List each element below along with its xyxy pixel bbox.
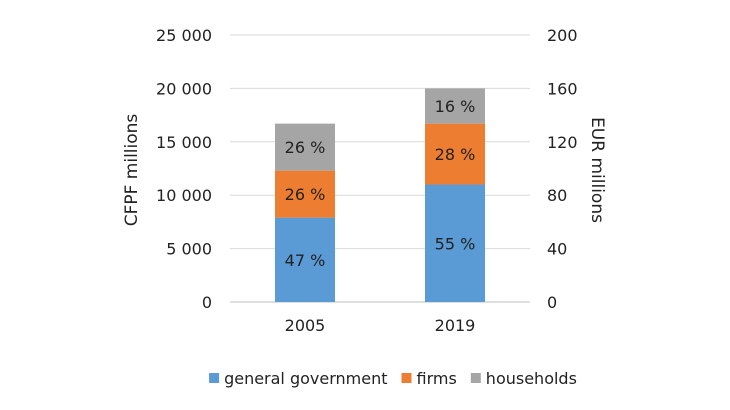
bar-segment-households-2019 [425,88,485,124]
x-tick-label: 2019 [435,316,476,335]
legend-label: firms [417,369,457,388]
data-label: 16 % [435,97,476,116]
x-axis-ticks: 2005 2019 [285,316,476,335]
legend-label: general government [224,369,387,388]
y-tick-label: 20 000 [156,79,212,98]
y2-axis-label: EUR millions [587,117,607,223]
bar-segment-firms-2019 [425,123,485,185]
y-tick-label: 0 [202,293,212,312]
y-tick-label: 15 000 [156,133,212,152]
y-axis-ticks: 0 5 000 10 000 15 000 20 000 25 000 [156,26,212,312]
y2-axis-ticks: 0 40 80 120 160 200 [547,26,578,312]
y2-tick-label: 120 [547,133,578,152]
legend-swatch-firms [401,373,412,383]
bars: 47 % 26 % 26 % 55 % 28 % 16 % [275,88,485,302]
y-axis-label: CFPF millions [122,114,142,227]
y-tick-label: 5 000 [166,240,212,259]
y2-tick-label: 200 [547,26,578,45]
y2-tick-label: 160 [547,79,578,98]
y2-tick-label: 80 [547,186,567,205]
bar-segment-households-2005 [275,123,335,171]
data-label: 47 % [285,251,326,270]
y2-tick-label: 40 [547,240,567,259]
y-tick-label: 10 000 [156,186,212,205]
bar-segment-firms-2005 [275,170,335,218]
legend: general government firms households [209,369,577,388]
legend-swatch-general-government [209,373,220,383]
bar-segment-general-government-2019 [425,184,485,302]
data-label: 26 % [285,185,326,204]
legend-label: households [486,369,577,388]
y-tick-label: 25 000 [156,26,212,45]
data-label: 28 % [435,145,476,164]
y2-tick-label: 0 [547,293,557,312]
data-label: 55 % [435,234,476,253]
x-tick-label: 2005 [285,316,326,335]
bar-segment-general-government-2005 [275,217,335,302]
legend-swatch-households [470,373,481,383]
data-label: 26 % [285,138,326,157]
